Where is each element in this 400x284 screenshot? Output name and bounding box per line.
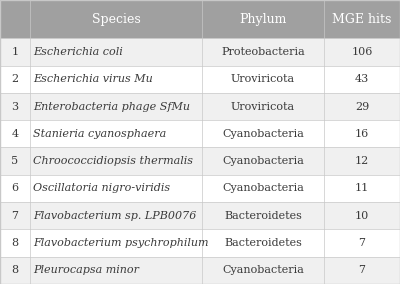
Text: MGE hits: MGE hits [332, 12, 392, 26]
Text: 12: 12 [355, 156, 369, 166]
Bar [0, 229, 400, 257]
Text: Escherichia virus Mu: Escherichia virus Mu [33, 74, 153, 84]
Bar [0, 202, 400, 229]
Text: Bacteroidetes: Bacteroidetes [224, 238, 302, 248]
Bar [0, 257, 400, 284]
Text: Cyanobacteria: Cyanobacteria [222, 129, 304, 139]
Text: Uroviricota: Uroviricota [231, 74, 295, 84]
Bar [0, 0, 400, 38]
Text: Phylum: Phylum [239, 12, 287, 26]
Text: 8: 8 [12, 238, 18, 248]
Text: Enterobacteria phage SfMu: Enterobacteria phage SfMu [33, 101, 190, 112]
Text: 7: 7 [358, 265, 366, 275]
Text: 1: 1 [12, 47, 18, 57]
Text: 10: 10 [355, 211, 369, 221]
Text: Bacteroidetes: Bacteroidetes [224, 211, 302, 221]
Text: 2: 2 [12, 74, 18, 84]
Text: 29: 29 [355, 101, 369, 112]
Bar [0, 175, 400, 202]
Text: Oscillatoria nigro-viridis: Oscillatoria nigro-viridis [33, 183, 170, 193]
Text: 7: 7 [12, 211, 18, 221]
Text: Cyanobacteria: Cyanobacteria [222, 265, 304, 275]
Text: 8: 8 [12, 265, 18, 275]
Text: 5: 5 [12, 156, 18, 166]
Text: 6: 6 [12, 183, 18, 193]
Text: Cyanobacteria: Cyanobacteria [222, 156, 304, 166]
Text: 4: 4 [12, 129, 18, 139]
Text: Chroococcidiopsis thermalis: Chroococcidiopsis thermalis [33, 156, 193, 166]
Text: 3: 3 [12, 101, 18, 112]
Bar [0, 93, 400, 120]
Text: Escherichia coli: Escherichia coli [33, 47, 123, 57]
Text: 16: 16 [355, 129, 369, 139]
Text: Stanieria cyanosphaera: Stanieria cyanosphaera [33, 129, 166, 139]
Bar [0, 66, 400, 93]
Text: Pleurocapsa minor: Pleurocapsa minor [33, 265, 139, 275]
Text: 11: 11 [355, 183, 369, 193]
Text: 43: 43 [355, 74, 369, 84]
Text: Flavobacterium sp. LPB0076: Flavobacterium sp. LPB0076 [33, 211, 196, 221]
Text: Flavobacterium psychrophilum: Flavobacterium psychrophilum [33, 238, 209, 248]
Bar [0, 120, 400, 147]
Text: 106: 106 [351, 47, 373, 57]
Bar [0, 147, 400, 175]
Text: 7: 7 [358, 238, 366, 248]
Bar [0, 38, 400, 66]
Text: Species: Species [92, 12, 140, 26]
Text: Proteobacteria: Proteobacteria [221, 47, 305, 57]
Text: Uroviricota: Uroviricota [231, 101, 295, 112]
Text: Cyanobacteria: Cyanobacteria [222, 183, 304, 193]
